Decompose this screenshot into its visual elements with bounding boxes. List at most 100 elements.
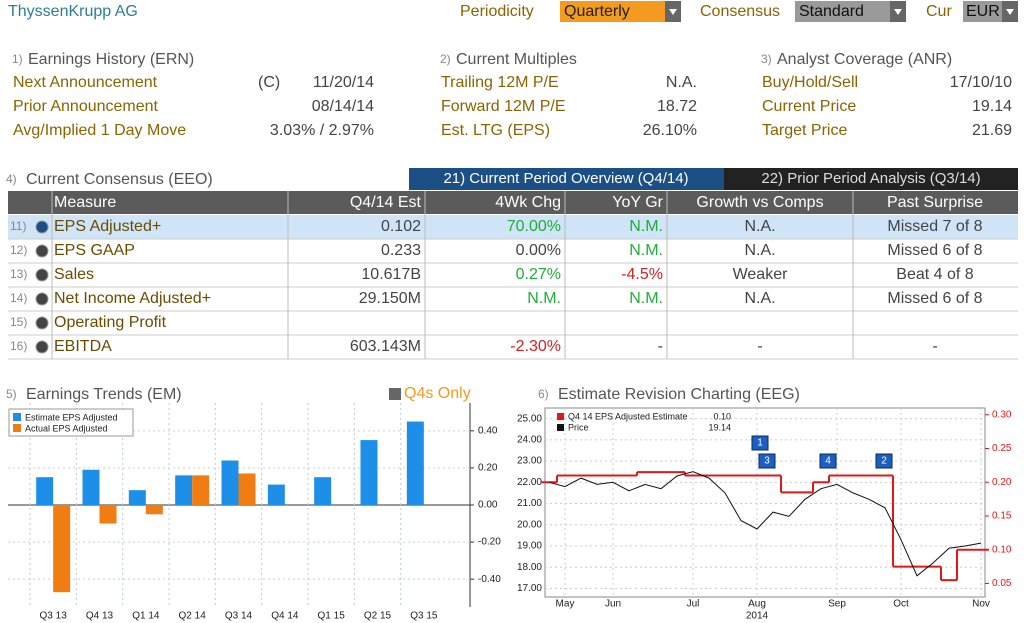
y-tick-label: 21.00 [517, 498, 542, 509]
y-tick-label: 25.00 [517, 413, 542, 424]
y-tick-label: -0.40 [478, 574, 501, 585]
y-tick-label: 24.00 [517, 434, 542, 445]
row-number[interactable]: 16) [10, 339, 27, 353]
section-title[interactable]: Estimate Revision Charting (EEG) [558, 386, 800, 403]
option-label[interactable]: Q4s Only [404, 385, 471, 402]
field-value: 18.72 [657, 98, 697, 115]
y-tick-label: 18.00 [517, 562, 542, 573]
row-number[interactable]: 13) [10, 267, 27, 281]
price-line [548, 471, 982, 577]
y-tick-label: 19.00 [517, 541, 542, 552]
field-label: Est. LTG (EPS) [441, 122, 550, 139]
field-label: Avg/Implied 1 Day Move [13, 122, 186, 139]
x-tick-label: Sep [828, 599, 846, 610]
periodicity-dropdown[interactable] [560, 1, 665, 22]
row-number[interactable]: 11) [10, 219, 26, 233]
table-cell: 0.102 [381, 218, 421, 235]
x-year-label: 2014 [746, 611, 769, 622]
section-number: 4) [6, 172, 17, 186]
field-label: Trailing 12M P/E [441, 74, 559, 91]
x-tick-label: May [556, 599, 575, 610]
y-tick-label: -0.20 [478, 537, 501, 548]
table-cell: EBITDA [54, 338, 112, 355]
currency-value[interactable]: EUR [966, 3, 1000, 20]
y2-tick-label: 0.25 [992, 443, 1012, 454]
arrow-icon [894, 9, 902, 15]
table-cell: N.A. [744, 218, 775, 235]
table-cell: - [757, 338, 762, 355]
field-label: Prior Announcement [13, 98, 159, 115]
section-title[interactable]: Earnings History (ERN) [28, 51, 194, 68]
legend-label: Price [568, 422, 589, 432]
table-cell: N.A. [744, 290, 775, 307]
field-value: 08/14/14 [312, 98, 374, 115]
column-header: Growth vs Comps [696, 194, 823, 211]
x-tick-label: Q2 14 [179, 611, 207, 622]
column-header: 4Wk Chg [495, 194, 561, 211]
section-title[interactable]: Current Multiples [456, 51, 577, 68]
event-marker[interactable] [819, 453, 837, 469]
field-value: 26.10% [643, 122, 697, 139]
row-icon[interactable] [35, 340, 49, 354]
bar [99, 505, 117, 524]
row-number[interactable]: 15) [10, 315, 27, 329]
table-cell: N.M. [629, 290, 663, 307]
row-icon[interactable] [35, 244, 49, 258]
currency-dropdown[interactable] [963, 1, 1002, 22]
row-icon[interactable] [35, 268, 49, 282]
section-title[interactable]: Current Consensus (EEO) [26, 171, 213, 188]
row-number[interactable]: 12) [10, 243, 27, 257]
event-marker[interactable] [751, 435, 769, 451]
table-cell: Missed 6 of 8 [887, 290, 982, 307]
y-tick-label: 0.40 [478, 425, 498, 436]
table-cell: EPS GAAP [54, 242, 135, 259]
event-marker-label[interactable]: 1 [757, 438, 763, 449]
bar [175, 475, 193, 505]
section-number: 6) [538, 387, 549, 401]
section-number: 1) [12, 52, 23, 66]
row-highlight[interactable] [8, 215, 1018, 239]
section-number: 3) [761, 52, 772, 66]
field-label: Buy/Hold/Sell [762, 74, 858, 91]
table-cell: - [932, 338, 937, 355]
y2-tick-label: 0.05 [992, 578, 1012, 589]
row-icon[interactable] [35, 292, 49, 306]
bar [238, 473, 256, 505]
row-icon[interactable] [35, 316, 49, 330]
legend-swatch [13, 413, 21, 421]
event-marker[interactable] [875, 453, 893, 469]
table-cell: 603.143M [350, 338, 421, 355]
event-marker-label[interactable]: 2 [881, 456, 887, 467]
section-title[interactable]: Analyst Coverage (ANR) [777, 51, 952, 68]
consensus-value[interactable]: Standard [799, 3, 864, 20]
table-cell: Weaker [733, 266, 789, 283]
field-label: Target Price [762, 122, 847, 139]
option-checkbox[interactable] [389, 388, 401, 400]
x-tick-label: Q4 14 [271, 611, 299, 622]
tab-label[interactable]: 21) Current Period Overview (Q4/14) [443, 170, 688, 187]
consensus-dropdown[interactable] [795, 1, 890, 22]
table-header [8, 191, 1018, 214]
section-title[interactable]: Earnings Trends (EM) [26, 386, 182, 403]
y-tick-label: 23.00 [517, 456, 542, 467]
row-number[interactable]: 14) [10, 291, 27, 305]
row-icon[interactable] [35, 220, 49, 234]
field-value: 17/10/10 [950, 74, 1012, 91]
table-cell: 0.00% [516, 242, 561, 259]
event-marker[interactable] [758, 453, 776, 469]
event-marker-label[interactable]: 3 [764, 456, 770, 467]
y-tick-label: 0.00 [478, 500, 498, 511]
tab-label[interactable]: 22) Prior Period Analysis (Q3/14) [761, 170, 980, 187]
legend-label: Q4 14 EPS Adjusted Estimate [568, 411, 688, 421]
x-tick-label: Aug [748, 599, 766, 610]
tab[interactable] [409, 168, 724, 190]
table-cell: Operating Profit [54, 314, 167, 331]
x-tick-label: Oct [893, 599, 909, 610]
periodicity-value[interactable]: Quarterly [564, 3, 630, 20]
bar [406, 421, 424, 505]
field-label: Next Announcement [13, 74, 158, 91]
table-cell: 10.617B [361, 266, 421, 283]
legend-value: 0.10 [713, 411, 731, 421]
event-marker-label[interactable]: 4 [825, 456, 831, 467]
tab[interactable] [724, 168, 1018, 190]
